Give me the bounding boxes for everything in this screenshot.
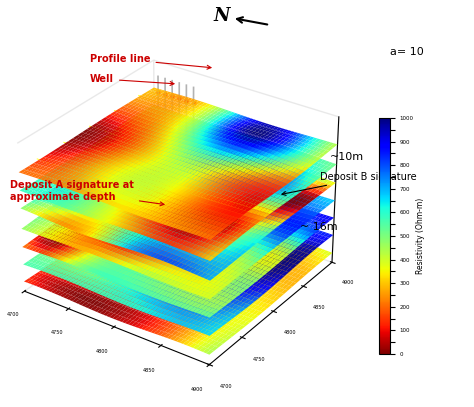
Text: ~10m: ~10m (330, 152, 364, 162)
Text: a= 10: a= 10 (390, 47, 424, 57)
Text: Profile line: Profile line (90, 54, 211, 69)
Text: N: N (214, 7, 230, 25)
Y-axis label: Resistivity (Ohm-m): Resistivity (Ohm-m) (416, 198, 425, 274)
Text: ~ 16m: ~ 16m (300, 222, 337, 232)
Text: Deposit A signature at
approximate depth: Deposit A signature at approximate depth (10, 180, 164, 206)
Text: Well: Well (90, 74, 174, 85)
Text: Deposit B signature: Deposit B signature (282, 172, 417, 195)
